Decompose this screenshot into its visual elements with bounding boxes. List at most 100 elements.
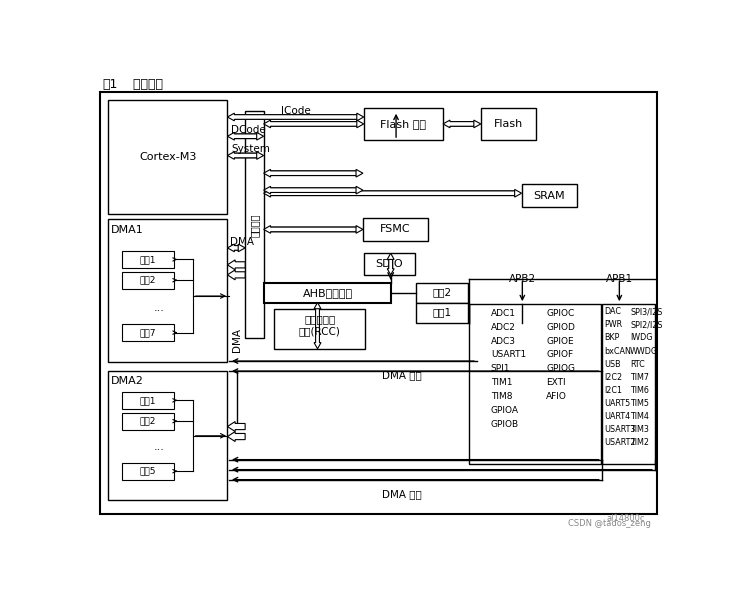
Polygon shape [264, 189, 514, 197]
Text: 通道1: 通道1 [140, 396, 157, 405]
Text: al14800c: al14800c [606, 514, 644, 523]
Bar [122, 251, 174, 268]
Text: GPIOG: GPIOG [546, 364, 575, 373]
Text: ICode: ICode [281, 106, 311, 116]
Text: 总线矩阵: 总线矩阵 [249, 213, 259, 237]
Polygon shape [228, 132, 256, 140]
Text: 桥接2: 桥接2 [433, 287, 452, 297]
Text: GPIOF: GPIOF [546, 350, 573, 359]
Text: DMA: DMA [231, 328, 242, 352]
Text: USART2: USART2 [605, 438, 636, 447]
Polygon shape [443, 120, 474, 128]
Text: USART3: USART3 [605, 425, 636, 434]
Text: ...: ... [154, 303, 165, 313]
Text: USB: USB [605, 360, 621, 369]
Text: Flash 接口: Flash 接口 [381, 119, 426, 129]
Bar [245, 111, 264, 338]
Text: ADC1: ADC1 [491, 309, 516, 318]
Bar [122, 272, 174, 289]
Bar [416, 283, 469, 303]
Polygon shape [234, 132, 264, 140]
Text: Flash: Flash [494, 119, 523, 129]
Polygon shape [228, 244, 238, 252]
Polygon shape [264, 225, 356, 233]
Text: DMA 请求: DMA 请求 [382, 489, 422, 499]
Bar [122, 392, 174, 409]
Text: UART5: UART5 [605, 399, 631, 408]
Bar [469, 304, 601, 464]
Text: SRAM: SRAM [534, 191, 565, 201]
Text: 图1: 图1 [102, 78, 118, 91]
Bar [364, 108, 443, 140]
Text: GPIOE: GPIOE [546, 336, 574, 346]
Text: PWR: PWR [605, 320, 623, 329]
Polygon shape [270, 189, 522, 197]
Text: UART4: UART4 [605, 412, 631, 421]
Bar [122, 463, 174, 480]
Text: DAC: DAC [605, 307, 621, 316]
Text: DMA2: DMA2 [111, 376, 144, 386]
Text: BKP: BKP [605, 333, 620, 342]
Bar [363, 218, 429, 241]
Polygon shape [228, 260, 245, 270]
Bar [122, 412, 174, 430]
Polygon shape [228, 152, 256, 159]
Polygon shape [264, 186, 356, 194]
Text: 通道2: 通道2 [140, 417, 157, 425]
Text: CSDN @tados_zeng: CSDN @tados_zeng [568, 519, 650, 528]
Polygon shape [228, 431, 245, 441]
Text: GPIOB: GPIOB [491, 419, 519, 429]
Polygon shape [314, 303, 321, 343]
Polygon shape [314, 309, 321, 349]
Bar [364, 253, 415, 275]
Bar [108, 371, 228, 500]
Polygon shape [234, 244, 245, 252]
Text: TIM5: TIM5 [630, 399, 649, 408]
Text: SPI2/I2S: SPI2/I2S [630, 320, 663, 329]
Bar [274, 309, 365, 349]
Text: TIM2: TIM2 [630, 438, 649, 447]
Text: SPI1: SPI1 [491, 364, 510, 373]
Polygon shape [270, 169, 363, 177]
Text: TIM4: TIM4 [630, 412, 649, 421]
Text: ADC2: ADC2 [491, 323, 516, 332]
Text: TIM1: TIM1 [491, 378, 512, 387]
Text: DMA: DMA [230, 237, 253, 247]
Text: APB2: APB2 [508, 274, 536, 284]
Text: bxCAN: bxCAN [605, 346, 632, 356]
Text: IWDG: IWDG [630, 333, 653, 342]
Text: 通道2: 通道2 [140, 276, 157, 285]
Text: USART1: USART1 [491, 350, 526, 359]
Text: SDIO: SDIO [375, 259, 403, 269]
Text: ...: ... [154, 442, 165, 453]
Text: 通道5: 通道5 [140, 467, 157, 476]
Text: 系统结构: 系统结构 [118, 78, 163, 91]
Text: SPI3/I2S: SPI3/I2S [630, 307, 663, 316]
Polygon shape [387, 260, 394, 275]
Polygon shape [228, 270, 245, 280]
Polygon shape [264, 169, 356, 177]
Text: TIM8: TIM8 [491, 392, 512, 401]
Polygon shape [270, 186, 363, 194]
Text: TIM7: TIM7 [630, 373, 649, 382]
Bar [416, 303, 469, 323]
Text: APB1: APB1 [606, 274, 633, 284]
Text: Cortex-M3: Cortex-M3 [139, 152, 197, 162]
Text: WWDG: WWDG [630, 346, 658, 356]
Text: 通道7: 通道7 [140, 328, 157, 337]
Bar [108, 100, 228, 214]
Bar [265, 283, 392, 303]
Polygon shape [387, 253, 394, 268]
Polygon shape [270, 120, 364, 128]
Text: FSMC: FSMC [381, 224, 411, 234]
Bar [108, 219, 228, 362]
Text: DCode: DCode [231, 125, 266, 135]
Bar [122, 324, 174, 341]
Text: DMA1: DMA1 [111, 225, 144, 235]
Text: I2C2: I2C2 [605, 373, 623, 382]
Polygon shape [228, 113, 357, 121]
Text: GPIOC: GPIOC [546, 309, 574, 318]
Bar [602, 304, 655, 464]
Text: GPIOD: GPIOD [546, 323, 575, 332]
Text: AFIO: AFIO [546, 392, 567, 401]
